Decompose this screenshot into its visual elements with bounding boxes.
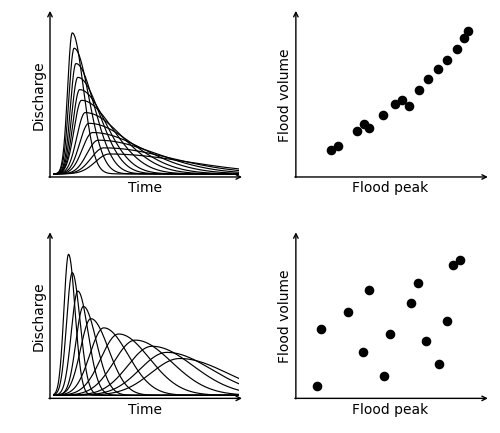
Point	[334, 142, 342, 149]
Point	[408, 300, 416, 307]
Point	[443, 317, 451, 324]
Y-axis label: Discharge: Discharge	[32, 281, 46, 351]
Point	[443, 57, 451, 64]
Point	[365, 124, 373, 131]
Point	[460, 35, 468, 42]
Y-axis label: Flood volume: Flood volume	[278, 270, 291, 363]
Y-axis label: Flood volume: Flood volume	[278, 48, 291, 142]
Point	[317, 326, 325, 333]
X-axis label: Time: Time	[128, 181, 162, 195]
Y-axis label: Discharge: Discharge	[32, 60, 46, 130]
Point	[434, 66, 442, 73]
Point	[354, 128, 362, 135]
Point	[435, 360, 443, 367]
Point	[414, 279, 422, 286]
Point	[398, 97, 406, 104]
Point	[313, 383, 321, 390]
Point	[391, 100, 399, 107]
X-axis label: Time: Time	[128, 403, 162, 417]
Point	[456, 257, 464, 264]
Point	[359, 348, 367, 355]
Point	[380, 372, 388, 379]
Point	[415, 86, 423, 93]
Point	[424, 75, 432, 82]
Point	[406, 103, 413, 110]
Point	[450, 262, 458, 269]
Point	[344, 309, 352, 316]
Point	[328, 146, 336, 153]
Point	[380, 112, 388, 119]
Point	[386, 331, 394, 338]
Point	[366, 286, 374, 293]
X-axis label: Flood peak: Flood peak	[352, 181, 428, 195]
Point	[360, 121, 368, 128]
Point	[452, 46, 460, 53]
X-axis label: Flood peak: Flood peak	[352, 403, 428, 417]
Point	[464, 28, 472, 35]
Point	[422, 338, 430, 345]
